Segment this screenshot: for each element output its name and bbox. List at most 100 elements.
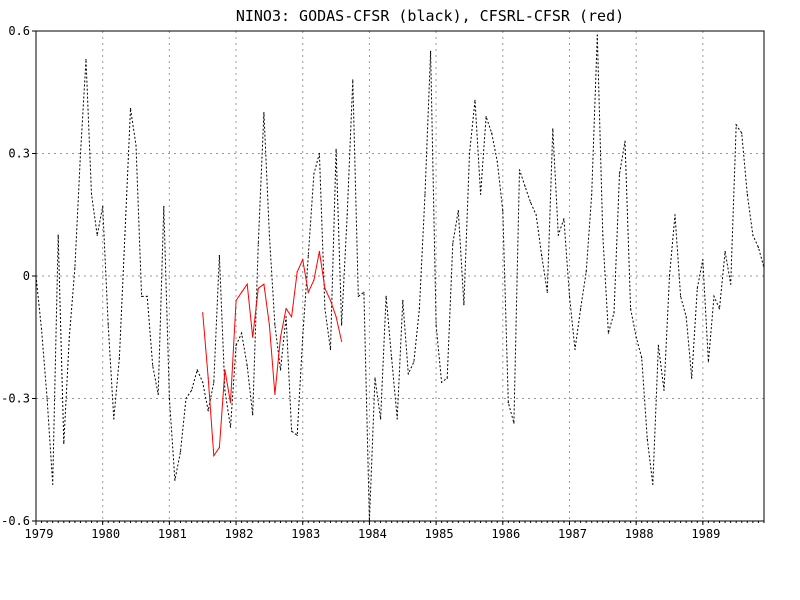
data-point [530, 201, 532, 204]
data-point [268, 324, 270, 326]
data-point [241, 332, 243, 334]
data-point [218, 255, 220, 257]
cfsrl-minus-cfsr-series-line [202, 251, 343, 458]
data-point [635, 336, 637, 338]
x-tick-label: 1982 [225, 527, 254, 541]
data-point [185, 397, 187, 400]
data-point [557, 234, 559, 236]
data-point [113, 418, 115, 420]
data-point [52, 483, 54, 485]
data-point [90, 193, 93, 195]
data-point [274, 393, 276, 395]
data-point [341, 324, 343, 326]
data-point [335, 148, 337, 150]
data-point [285, 316, 287, 318]
data-point [302, 336, 304, 338]
data-point [541, 255, 543, 257]
data-point [341, 340, 343, 342]
y-tick-label: 0 [23, 269, 30, 283]
data-point [285, 308, 287, 310]
data-point [246, 365, 248, 367]
grid [36, 31, 764, 521]
data-point [574, 348, 576, 351]
data-point [713, 295, 715, 297]
data-point [118, 357, 120, 359]
data-point [735, 124, 737, 126]
data-point [724, 250, 726, 253]
data-point [352, 79, 354, 81]
data-point [507, 402, 509, 404]
data-point [357, 295, 359, 297]
data-point [513, 422, 515, 424]
data-point [196, 369, 198, 371]
data-point [463, 304, 465, 306]
data-point [163, 206, 165, 208]
data-point [702, 259, 704, 261]
data-point [207, 410, 209, 412]
data-point [252, 336, 254, 338]
data-point [552, 128, 554, 130]
data-point [485, 116, 487, 118]
data-point [313, 173, 315, 175]
godas-minus-cfsr-series-line [35, 35, 765, 522]
data-point [496, 161, 498, 163]
data-point [602, 234, 604, 236]
data-point [235, 344, 237, 346]
data-point [85, 59, 87, 61]
data-point [202, 312, 204, 314]
data-point [96, 234, 98, 236]
data-point [324, 287, 326, 289]
data-point [430, 50, 432, 53]
data-point [179, 451, 182, 453]
data-point [257, 287, 259, 289]
x-tick-label: 1988 [625, 527, 654, 541]
cfsrl-minus-cfsr-series [202, 250, 343, 458]
data-point [680, 295, 682, 297]
data-point [224, 389, 226, 391]
data-point [224, 369, 226, 371]
data-point [424, 193, 426, 195]
data-point [380, 418, 382, 420]
y-tick-label: 0.6 [8, 24, 30, 38]
data-point [307, 291, 309, 293]
x-tick-label: 1984 [358, 527, 387, 541]
data-point [124, 234, 126, 236]
data-point [318, 152, 320, 155]
data-point [291, 430, 293, 432]
x-tick-label: 1987 [558, 527, 587, 541]
data-point [418, 308, 420, 310]
data-point [191, 389, 193, 391]
data-point [207, 377, 209, 379]
data-point [446, 377, 448, 379]
data-point [157, 393, 159, 395]
data-point [674, 214, 676, 216]
data-point [302, 259, 304, 261]
data-point [668, 275, 671, 277]
data-point [524, 185, 526, 187]
data-point [452, 242, 454, 244]
data-point [396, 418, 398, 420]
data-point [407, 373, 409, 375]
data-point [79, 152, 82, 155]
data-point [146, 295, 148, 297]
data-point [307, 255, 309, 257]
data-point [174, 479, 176, 481]
data-point [263, 112, 265, 114]
data-point [63, 442, 65, 444]
data-point [624, 140, 626, 142]
data-point [296, 434, 298, 436]
data-point [580, 308, 582, 310]
data-point [546, 291, 548, 293]
data-point [457, 210, 459, 212]
data-point [129, 108, 132, 110]
data-point [613, 312, 615, 314]
data-point [657, 344, 660, 346]
data-point [141, 295, 143, 297]
data-point [402, 299, 404, 302]
data-point [607, 332, 610, 334]
data-point [40, 328, 43, 330]
data-point [480, 193, 482, 195]
data-point [218, 446, 220, 449]
data-point [318, 250, 320, 253]
